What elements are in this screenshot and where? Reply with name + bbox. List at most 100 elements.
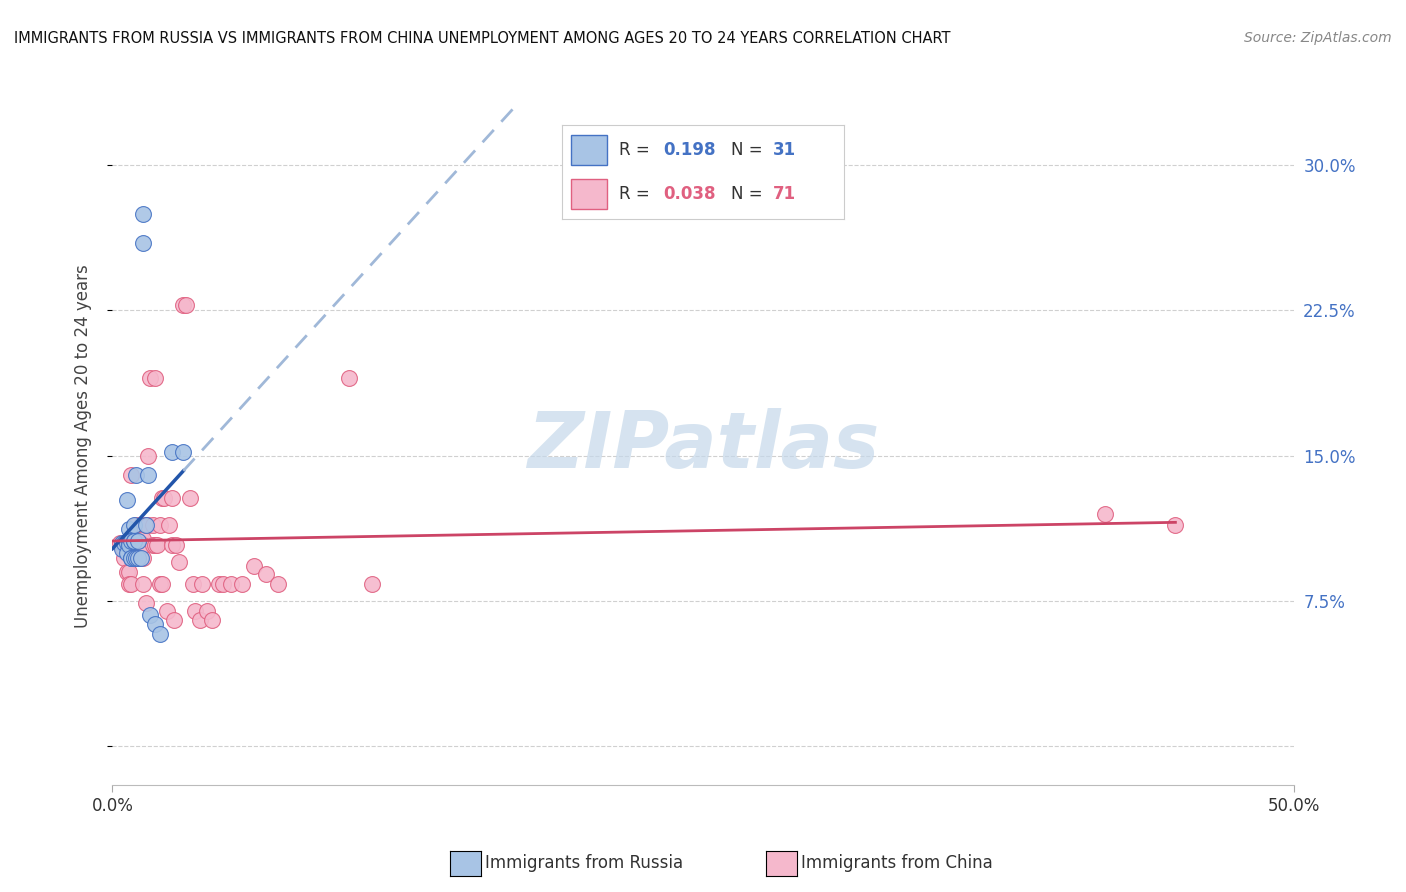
- Text: ZIPatlas: ZIPatlas: [527, 408, 879, 484]
- Point: [191, 576, 214, 591]
- Point: [167, 555, 190, 569]
- Text: Immigrants from Russia: Immigrants from Russia: [485, 854, 683, 871]
- Text: 71: 71: [773, 186, 796, 203]
- Point: [143, 538, 166, 552]
- Point: [231, 576, 253, 591]
- Point: [122, 518, 145, 533]
- Point: [125, 468, 148, 483]
- Point: [132, 235, 155, 250]
- Point: [115, 538, 138, 552]
- Point: [157, 518, 180, 533]
- Point: [120, 576, 142, 591]
- Text: R =: R =: [619, 186, 655, 203]
- Point: [149, 576, 172, 591]
- Point: [179, 491, 201, 506]
- Point: [115, 536, 138, 550]
- Point: [146, 538, 169, 552]
- Point: [111, 536, 134, 550]
- Point: [267, 576, 290, 591]
- Point: [118, 533, 141, 548]
- Point: [115, 538, 138, 552]
- Point: [142, 538, 165, 552]
- Text: 31: 31: [773, 141, 796, 159]
- Bar: [571, 179, 607, 210]
- Point: [132, 538, 155, 552]
- Point: [139, 371, 162, 385]
- Point: [184, 604, 207, 618]
- Point: [212, 576, 235, 591]
- Point: [153, 491, 176, 506]
- Point: [135, 518, 157, 533]
- Point: [129, 538, 152, 552]
- Point: [143, 371, 166, 385]
- Point: [125, 518, 148, 533]
- Point: [129, 518, 152, 533]
- Point: [111, 540, 134, 554]
- Point: [142, 518, 165, 533]
- Point: [150, 491, 173, 506]
- Point: [132, 206, 155, 220]
- Point: [112, 536, 135, 550]
- Point: [135, 596, 157, 610]
- Point: [118, 538, 141, 552]
- Point: [132, 576, 155, 591]
- Point: [125, 532, 148, 546]
- Point: [136, 518, 159, 533]
- Point: [122, 551, 145, 566]
- Point: [337, 371, 360, 385]
- Point: [122, 551, 145, 566]
- Point: [125, 551, 148, 566]
- Text: 0.198: 0.198: [664, 141, 716, 159]
- Point: [122, 538, 145, 552]
- Point: [120, 551, 142, 566]
- Point: [127, 551, 149, 566]
- Point: [139, 607, 162, 622]
- Text: 0.038: 0.038: [664, 186, 716, 203]
- Point: [174, 297, 197, 311]
- Text: Immigrants from China: Immigrants from China: [801, 854, 993, 871]
- Point: [122, 538, 145, 552]
- Point: [127, 533, 149, 548]
- Point: [122, 533, 145, 548]
- Point: [112, 543, 135, 558]
- Point: [125, 538, 148, 552]
- Point: [120, 468, 142, 483]
- Point: [160, 538, 183, 552]
- Point: [156, 604, 179, 618]
- Point: [136, 468, 159, 483]
- Point: [127, 551, 149, 566]
- Point: [132, 532, 155, 546]
- Point: [1164, 518, 1187, 533]
- Text: Source: ZipAtlas.com: Source: ZipAtlas.com: [1244, 31, 1392, 45]
- Point: [129, 551, 152, 566]
- Point: [115, 565, 138, 579]
- Point: [208, 576, 231, 591]
- Point: [112, 551, 135, 566]
- Point: [111, 541, 134, 556]
- Text: N =: N =: [731, 141, 768, 159]
- Point: [172, 297, 194, 311]
- Text: R =: R =: [619, 141, 655, 159]
- Bar: [571, 136, 607, 165]
- Point: [219, 576, 242, 591]
- Y-axis label: Unemployment Among Ages 20 to 24 years: Unemployment Among Ages 20 to 24 years: [73, 264, 91, 628]
- Point: [243, 559, 266, 574]
- Point: [254, 566, 277, 581]
- Point: [150, 576, 173, 591]
- Point: [120, 538, 142, 552]
- Point: [120, 533, 142, 548]
- Point: [143, 617, 166, 632]
- Point: [118, 538, 141, 552]
- Point: [195, 604, 218, 618]
- Point: [136, 449, 159, 463]
- Point: [115, 493, 138, 508]
- Point: [122, 533, 145, 548]
- Text: N =: N =: [731, 186, 768, 203]
- Point: [1094, 507, 1116, 521]
- Text: IMMIGRANTS FROM RUSSIA VS IMMIGRANTS FROM CHINA UNEMPLOYMENT AMONG AGES 20 TO 24: IMMIGRANTS FROM RUSSIA VS IMMIGRANTS FRO…: [14, 31, 950, 46]
- Point: [160, 491, 183, 506]
- Point: [118, 522, 141, 536]
- Point: [118, 565, 141, 579]
- Point: [149, 518, 172, 533]
- Point: [122, 526, 145, 541]
